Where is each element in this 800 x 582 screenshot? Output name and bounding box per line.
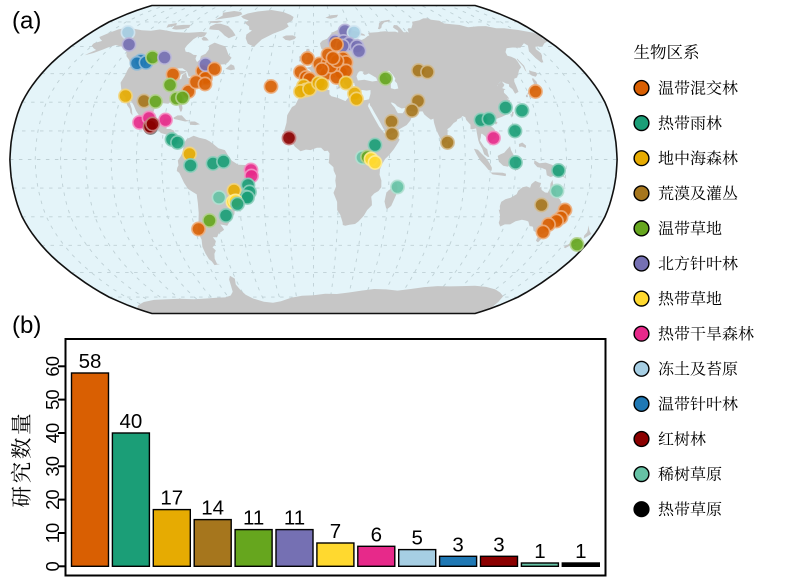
svg-text:11: 11 xyxy=(284,507,305,530)
svg-text:60: 60 xyxy=(42,356,63,377)
svg-text:(b): (b) xyxy=(12,312,41,339)
svg-text:3: 3 xyxy=(452,533,463,556)
svg-text:1: 1 xyxy=(575,540,586,563)
svg-text:11: 11 xyxy=(243,507,264,530)
svg-text:5: 5 xyxy=(411,527,422,550)
svg-text:10: 10 xyxy=(42,523,63,544)
svg-text:50: 50 xyxy=(42,389,63,410)
svg-text:3: 3 xyxy=(493,533,504,556)
svg-text:14: 14 xyxy=(201,497,224,520)
svg-text:0: 0 xyxy=(42,561,63,571)
svg-text:20: 20 xyxy=(42,489,63,510)
svg-text:30: 30 xyxy=(42,456,63,477)
svg-text:1: 1 xyxy=(534,540,545,563)
svg-text:17: 17 xyxy=(160,487,183,510)
svg-text:7: 7 xyxy=(330,520,341,543)
svg-text:58: 58 xyxy=(79,350,102,373)
svg-text:40: 40 xyxy=(42,423,63,444)
svg-text:(a): (a) xyxy=(12,8,41,35)
svg-text:40: 40 xyxy=(119,410,142,433)
svg-text:6: 6 xyxy=(371,523,382,546)
